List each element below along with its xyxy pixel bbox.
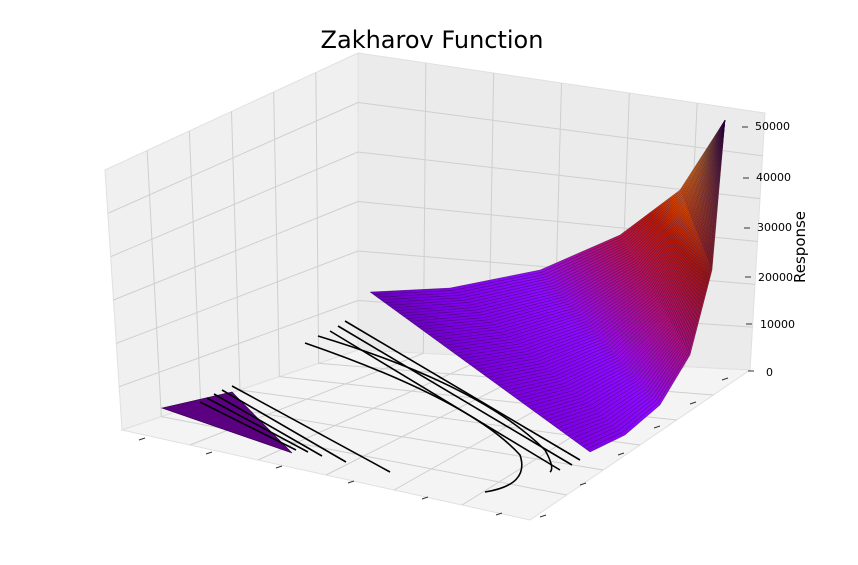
x-axis-tick bbox=[495, 512, 503, 516]
contour-lines bbox=[199, 320, 581, 493]
z-tick-label: 20000 bbox=[758, 271, 793, 284]
surface-strip bbox=[160, 391, 293, 454]
y-axis-tick bbox=[579, 482, 587, 486]
contour-line bbox=[221, 389, 347, 463]
z-tick-label: 0 bbox=[766, 366, 773, 379]
contour-line bbox=[231, 385, 391, 473]
contour-line bbox=[337, 325, 573, 466]
x-axis-tick bbox=[205, 451, 213, 455]
z-tick-label: 50000 bbox=[755, 120, 790, 133]
grid-line bbox=[315, 72, 320, 364]
contour-line bbox=[329, 330, 561, 471]
z-tick-label: 10000 bbox=[760, 318, 795, 331]
x-axis-tick bbox=[138, 437, 146, 441]
contour-line bbox=[206, 397, 309, 453]
z-tick-label: 40000 bbox=[756, 171, 791, 184]
y-axis-tick bbox=[721, 377, 729, 381]
z-axis-label: Response bbox=[791, 211, 809, 283]
x-axis-tick bbox=[347, 480, 355, 484]
contour-line bbox=[304, 342, 523, 493]
x-axis-tick bbox=[421, 496, 429, 500]
contour-line bbox=[199, 401, 297, 451]
y-axis-tick bbox=[653, 425, 661, 429]
surface-strip bbox=[585, 119, 726, 453]
y-axis-tick bbox=[689, 401, 697, 405]
axis-ticks bbox=[138, 126, 754, 518]
surface-plot bbox=[160, 119, 726, 454]
x-axis-tick bbox=[275, 465, 283, 469]
contour-line bbox=[344, 320, 581, 461]
y-axis-tick bbox=[617, 452, 625, 456]
z-tick-label: 30000 bbox=[757, 221, 792, 234]
chart-title: Zakharov Function bbox=[321, 26, 544, 54]
y-axis-tick bbox=[539, 514, 547, 518]
contour-line bbox=[213, 393, 323, 457]
